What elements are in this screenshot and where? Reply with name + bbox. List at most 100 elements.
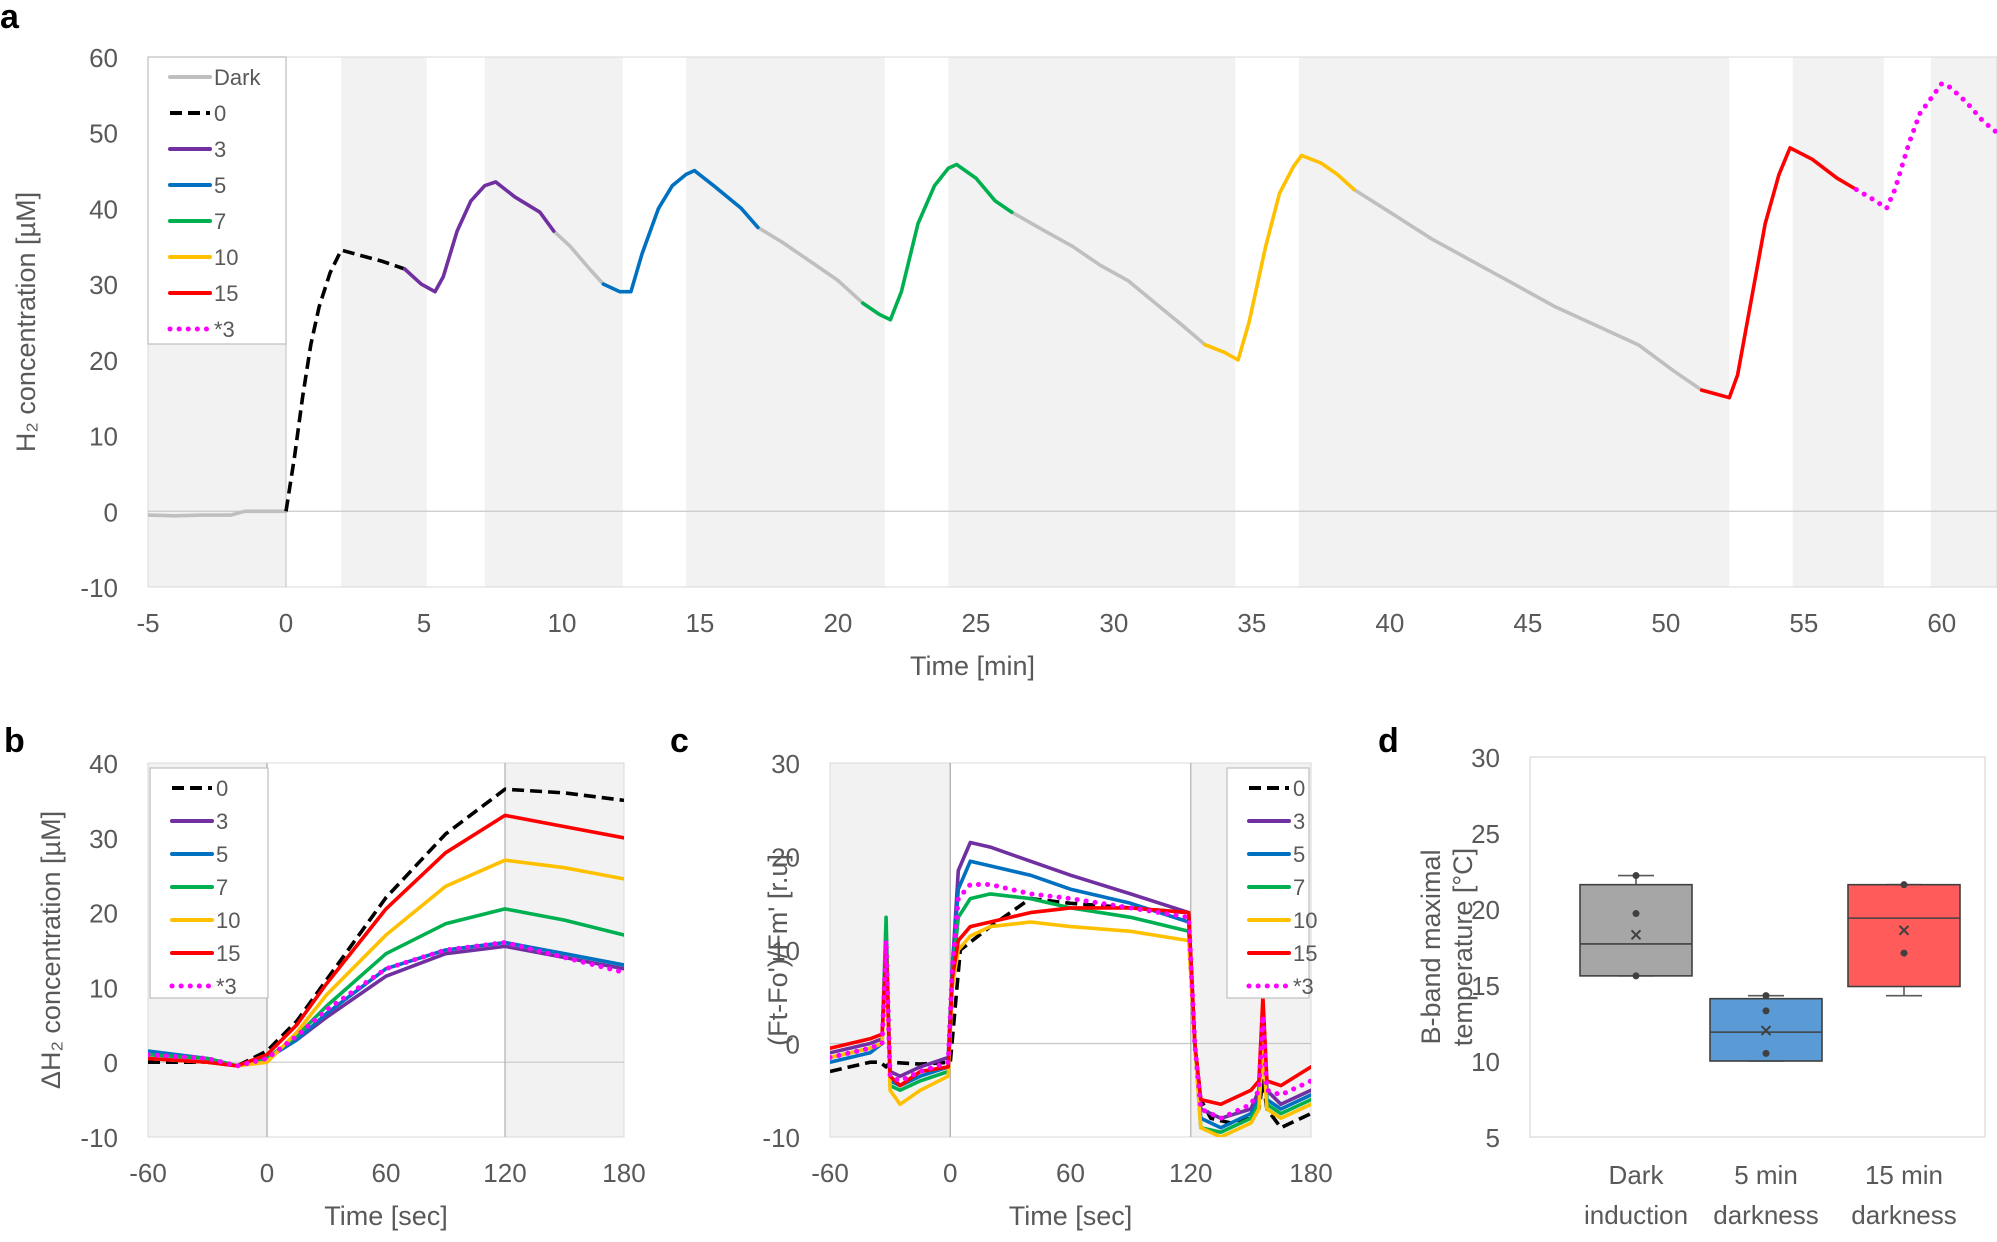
- series-line-star3: [148, 940, 624, 1069]
- y-tick-label: 25: [1471, 819, 1500, 849]
- x-tick-label: 180: [602, 1158, 645, 1188]
- y-tick-label: 10: [1471, 1047, 1500, 1077]
- dark-interval-1: [341, 57, 427, 587]
- y-tick-label: 20: [89, 346, 118, 376]
- legend: 0 3 5 7 10 15 *3: [149, 767, 269, 999]
- mean-marker: [1760, 1025, 1772, 1036]
- x-tick-label: 55: [1789, 608, 1818, 638]
- x-tick-label: 35: [1237, 608, 1266, 638]
- legend-label: *3: [214, 317, 235, 342]
- plot-frame: [1529, 756, 1986, 1138]
- y-tick-label: 20: [89, 899, 118, 929]
- panel-d: d 5 10 15 20 25 30 B-band maximaltemperature [°…: [1378, 722, 1986, 1230]
- box-0: Dark induction: [1579, 872, 1693, 1230]
- y-axis-label: H₂ concentration [µM]: [11, 192, 41, 452]
- dark-interval-5: [1298, 57, 1730, 587]
- series-line-star3: [830, 882, 1311, 1121]
- box-rect: [1579, 883, 1693, 977]
- y-tick-label: 30: [771, 749, 800, 779]
- y-tick-label: 10: [89, 973, 118, 1003]
- y-tick-label: 40: [89, 194, 118, 224]
- x-tick-label: 180: [1289, 1158, 1332, 1188]
- mean-marker: [1898, 925, 1910, 936]
- x-tick-label: 10: [547, 608, 576, 638]
- legend-label: 0: [214, 101, 226, 126]
- x-tick-label: 50: [1651, 608, 1680, 638]
- x-tick-label: -60: [129, 1158, 167, 1188]
- series-line-dark-segment-11: [1352, 187, 1704, 392]
- series-line-Dark: [148, 509, 288, 518]
- dark-interval-7: [1930, 57, 1997, 587]
- x-tick-label: 60: [1056, 1158, 1085, 1188]
- data-point: [1632, 872, 1640, 880]
- x-tick-label: -5: [136, 608, 159, 638]
- x-tick-label: 60: [1927, 608, 1956, 638]
- series-line-3: [402, 180, 556, 294]
- y-tick-label: 60: [89, 43, 118, 73]
- legend-label: 5: [216, 842, 228, 867]
- category-label: 15 min darkness: [1851, 1160, 1957, 1230]
- category-label: Dark induction: [1584, 1160, 1688, 1230]
- series-group: [148, 81, 1997, 518]
- y-tick-label: -10: [762, 1123, 800, 1153]
- box-rect: [1847, 883, 1961, 988]
- legend: Dark 0 3 5 7 10 15 *3: [147, 56, 287, 345]
- y-tick-label: 40: [89, 749, 118, 779]
- x-tick-label: 20: [823, 608, 852, 638]
- dark-interval-4: [948, 57, 1236, 587]
- category-label: 5 min darkness: [1713, 1160, 1819, 1230]
- y-tick-label: 30: [1471, 743, 1500, 773]
- y-tick-label: 20: [771, 843, 800, 873]
- legend-label: 10: [216, 908, 240, 933]
- panel-letter-a: a: [0, 0, 20, 36]
- data-point: [1900, 881, 1908, 889]
- box-1: 5 min darkness: [1709, 992, 1823, 1230]
- y-tick-label: -10: [80, 1123, 118, 1153]
- data-point: [1762, 1049, 1770, 1057]
- plot-frame: [147, 762, 625, 1138]
- series-line-5: [601, 168, 760, 294]
- y-tick-label: 30: [89, 270, 118, 300]
- x-tick-label: -60: [811, 1158, 849, 1188]
- series-line-0: [284, 248, 406, 512]
- legend-label: 10: [1293, 908, 1317, 933]
- legend-label: 7: [216, 875, 228, 900]
- dark-interval-2: [484, 57, 623, 587]
- box-2: 15 min darkness: [1847, 881, 1961, 1230]
- x-tick-label: 25: [961, 608, 990, 638]
- series-line-dark-segment-9: [756, 225, 865, 305]
- data-point: [1762, 1007, 1770, 1015]
- y-tick-label: 50: [89, 119, 118, 149]
- y-tick-label: 15: [1471, 971, 1500, 1001]
- series-line-15: [1699, 146, 1859, 400]
- y-tick-label: 0: [104, 497, 118, 527]
- panel-letter-d: d: [1378, 722, 1399, 760]
- panel-letter-b: b: [4, 722, 25, 760]
- x-tick-label: 60: [372, 1158, 401, 1188]
- series-line-0: [148, 787, 624, 1068]
- mean-marker: [1630, 929, 1642, 941]
- dark-interval-3: [686, 57, 885, 587]
- legend-label: 7: [214, 209, 226, 234]
- y-tick-label: -10: [80, 573, 118, 603]
- x-tick-label: 5: [417, 608, 431, 638]
- x-axis-label: Time [sec]: [1009, 1201, 1133, 1231]
- x-tick-label: 45: [1513, 608, 1542, 638]
- series-line-10: [830, 920, 1311, 1137]
- legend-label: Dark: [214, 65, 261, 90]
- x-tick-label: 0: [279, 608, 293, 638]
- legend-box: [149, 767, 269, 999]
- legend-label: *3: [216, 974, 237, 999]
- legend-box: [147, 56, 287, 345]
- series-line-7: [861, 162, 1014, 322]
- legend-label: 15: [216, 941, 240, 966]
- data-point: [1632, 972, 1640, 980]
- series-group: [148, 787, 624, 1069]
- data-point: [1632, 910, 1640, 918]
- y-tick-label: 0: [104, 1048, 118, 1078]
- y-tick-label: 30: [89, 824, 118, 854]
